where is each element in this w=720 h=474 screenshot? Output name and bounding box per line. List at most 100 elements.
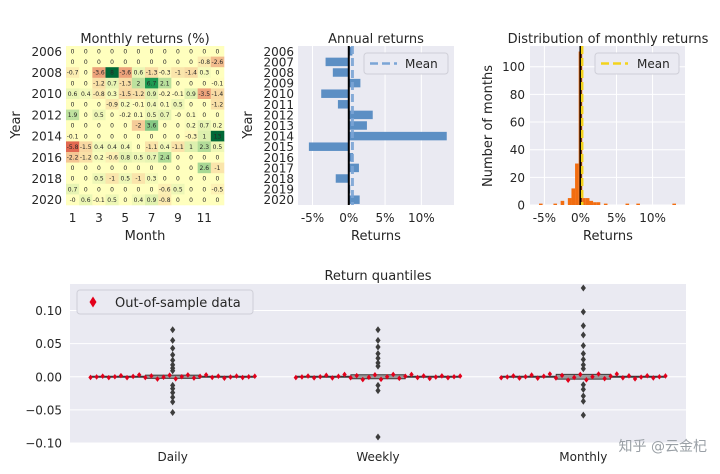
quantiles-oos-point — [657, 373, 662, 380]
quantiles-oos-point — [366, 374, 372, 381]
quantiles-oos-point — [596, 371, 601, 377]
heatmap-cell-label: 0 — [97, 49, 101, 56]
heatmap-cell-label: 0.6 — [68, 91, 78, 98]
heatmap-cell-2009-4 — [105, 77, 119, 89]
heatmap-cell-label: -0.6 — [106, 155, 118, 162]
quantiles-oos-point — [511, 373, 516, 379]
annual-bar-2015 — [308, 142, 349, 151]
quantiles-oos-point — [348, 374, 353, 381]
dist-bar — [589, 200, 594, 205]
dist-bar — [603, 203, 608, 205]
heatmap-cell-label: 1 — [189, 144, 193, 151]
heatmap-cell-2017-11 — [197, 162, 212, 174]
quantiles-oos-point — [433, 374, 438, 380]
heatmap-cell-label: 0 — [176, 133, 180, 140]
heatmap-cell-label: -1.2 — [93, 80, 105, 87]
heatmap-cell-label: -1 — [214, 165, 220, 172]
heatmap-cell-2006-6 — [131, 46, 146, 57]
heatmap-cell-label: 0 — [189, 59, 193, 66]
heatmap-cell-label: 0 — [71, 49, 75, 56]
distribution-chart: 0 20 40 60 80 100 -5% 0% 5% 10% Distribution of … — [481, 32, 709, 244]
heatmap-cell-2016-7 — [145, 152, 159, 163]
heatmap-cell-2011-8 — [158, 99, 172, 110]
heatmap-cell-2011-1 — [66, 99, 80, 110]
annual-returns-chart: 2006200720082009201020112012201320142015… — [241, 32, 454, 244]
heatmap-cell-2006-12 — [210, 46, 225, 57]
heatmap-cell-2018-6 — [131, 173, 146, 185]
heatmap-cell-2010-3 — [92, 88, 106, 100]
annual-x-tick-label: 0% — [339, 211, 358, 225]
heatmap-cell-2018-7 — [145, 173, 159, 185]
heatmap-cell-label: 0.4 — [81, 91, 91, 98]
monthly-returns-heatmap: Monthly returns (%) 0 0 0 0 0 0 0 0 0 0 0 00 0 0 0 0 0 0 0… — [9, 32, 225, 244]
annual-xlabel: Returns — [351, 229, 401, 244]
heatmap-cell-label: 0 — [150, 165, 154, 172]
heatmap-cell-2014-10 — [184, 130, 198, 142]
quantiles-x-tick-label: Daily — [157, 450, 187, 464]
quantiles-oos-point — [614, 371, 619, 377]
quantiles-outlier-point — [375, 387, 381, 395]
heatmap-cell-label: 1.9 — [68, 112, 78, 119]
heatmap-cell-label: 0 — [84, 176, 88, 183]
heatmap-cell-2015-6 — [131, 141, 146, 153]
heatmap-cell-label: 0 — [176, 176, 180, 183]
heatmap-cell-2009-5 — [118, 77, 133, 89]
heatmap-cell-label: -1.4 — [185, 70, 197, 77]
dist-bar — [593, 202, 597, 205]
heatmap-cell-label: 0.5 — [213, 144, 223, 151]
quantiles-outlier-point — [580, 361, 586, 369]
heatmap-cell-2006-9 — [171, 46, 185, 57]
dist-x-ticks: -5% 0% 5% 10% — [533, 211, 666, 225]
heatmap-y-tick-label: 2020 — [31, 193, 62, 207]
heatmap-cell-label: -2.2 — [67, 155, 79, 162]
heatmap-cell-2018-8 — [158, 173, 172, 185]
heatmap-cell-2013-9 — [171, 120, 185, 132]
heatmap-cell-label: 0 — [84, 49, 88, 56]
annual-x-ticks: -5% 0% 5% 10% — [301, 211, 435, 225]
heatmap-cell-label: 0 — [150, 133, 154, 140]
heatmap-cell-2020-11 — [197, 194, 212, 206]
heatmap-cell-label: 0 — [84, 123, 88, 130]
quantiles-outlier-point — [170, 398, 176, 406]
dist-bar — [585, 198, 590, 205]
quantiles-oos-point — [234, 373, 239, 379]
heatmap-cell-label: -0.6 — [159, 186, 171, 193]
heatmap-cell-2012-9 — [171, 109, 185, 121]
annual-y-tick-label: 2006 — [263, 45, 294, 59]
annual-bars — [308, 46, 447, 205]
heatmap-cell-2019-3 — [92, 183, 106, 195]
quantiles-oos-point — [638, 374, 644, 380]
heatmap-cell-label: 0 — [84, 133, 88, 140]
heatmap-cell-label: 0.8 — [120, 155, 130, 162]
heatmap-cell-label: 0 — [163, 49, 167, 56]
heatmap-cell-2019-6 — [131, 183, 146, 195]
quantiles-oos-point — [590, 373, 595, 380]
heatmap-cell-label: 0.5 — [173, 186, 183, 193]
heatmap-cell-2009-8 — [158, 77, 172, 89]
quantiles-outlier-point — [170, 393, 176, 401]
quantiles-outlier-point — [170, 385, 176, 393]
heatmap-cell-2017-1 — [66, 162, 80, 174]
quantiles-oos-point — [179, 373, 184, 380]
heatmap-cell-2007-7 — [145, 56, 159, 68]
heatmap-cell-label: 0 — [202, 155, 206, 162]
heatmap-cell-label: 0 — [176, 197, 180, 204]
quantiles-oos-point — [541, 373, 546, 380]
quantiles-oos-point — [409, 371, 414, 378]
heatmap-cell-2020-2 — [79, 194, 93, 206]
quantiles-y-tick-label: 0.05 — [35, 337, 62, 351]
heatmap-cell-2013-4 — [105, 120, 119, 132]
heatmap-cell-2017-3 — [92, 162, 106, 174]
heatmap-cell-2010-1 — [66, 88, 80, 100]
heatmap-cell-2020-10 — [184, 194, 198, 206]
heatmap-cell-2007-9 — [171, 56, 185, 68]
heatmap-cell-2012-3 — [92, 109, 106, 121]
heatmap-cell-label: -0.7 — [67, 70, 79, 77]
quantiles-oos-point — [645, 372, 650, 379]
quantiles-outlier-point — [580, 356, 586, 364]
heatmap-cell-label: 0.5 — [134, 155, 144, 162]
heatmap-cell-label: -3.5 — [198, 91, 210, 98]
quantiles-oos-point — [360, 376, 365, 383]
quantiles-data — [88, 284, 668, 441]
heatmap-cell-2014-3 — [92, 130, 106, 142]
